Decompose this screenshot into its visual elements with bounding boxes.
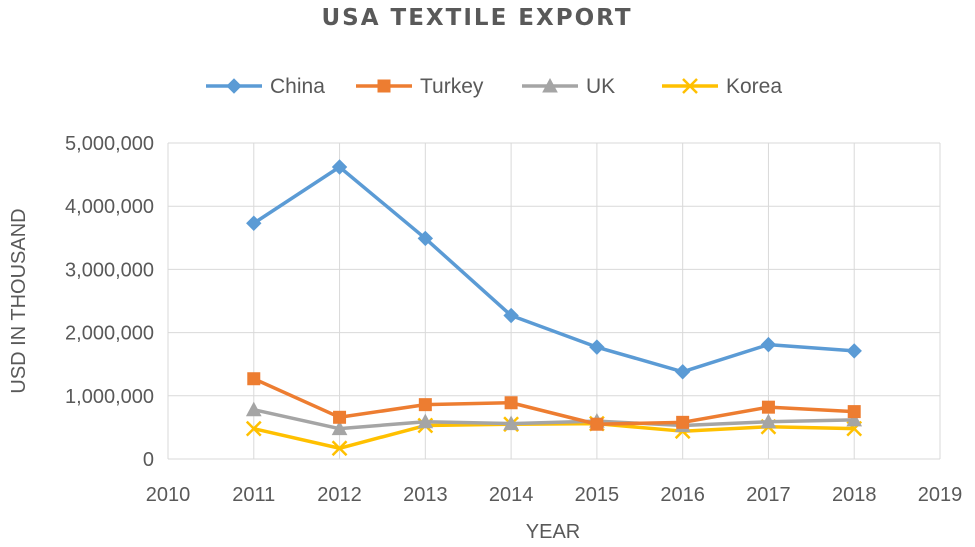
- china-point: [503, 307, 519, 324]
- series-turkey: [247, 372, 861, 431]
- legend: China Turkey UK Korea: [206, 75, 782, 98]
- uk-point: [245, 401, 262, 417]
- y-tick-label: 3,000,000: [65, 259, 154, 281]
- y-tick-label: 0: [143, 449, 154, 471]
- uk-point: [331, 420, 348, 436]
- china-point: [246, 215, 262, 231]
- legend-marker-korea: [682, 78, 698, 94]
- china-point: [760, 336, 777, 353]
- legend-item-korea: Korea: [662, 75, 782, 98]
- y-tick-label: 1,000,000: [65, 386, 154, 408]
- y-tick-label: 5,000,000: [65, 133, 154, 155]
- x-tick-label: 2013: [403, 484, 448, 506]
- legend-marker-china: [226, 78, 242, 94]
- legend-label-korea: Korea: [726, 75, 782, 98]
- uk-point: [417, 413, 434, 429]
- x-tick-label: 2010: [146, 484, 191, 506]
- china-point: [846, 343, 862, 359]
- korea-point: [245, 420, 262, 437]
- legend-item-turkey: Turkey: [356, 75, 484, 98]
- x-tick-label: 2012: [317, 484, 362, 506]
- turkey-point: [590, 417, 604, 431]
- series-china: [246, 159, 862, 380]
- china-point: [674, 364, 691, 380]
- legend-label-turkey: Turkey: [420, 75, 484, 98]
- x-tick-label: 2011: [232, 484, 275, 506]
- turkey-point: [676, 415, 690, 429]
- legend-label-uk: UK: [586, 75, 615, 98]
- turkey-point: [761, 400, 775, 414]
- china-point: [417, 230, 434, 247]
- x-tick-label: 2014: [489, 484, 534, 506]
- x-tick-label: 2017: [746, 484, 791, 506]
- china-line: [252, 165, 855, 374]
- y-tick-label: 2,000,000: [65, 323, 154, 345]
- korea-point: [331, 440, 348, 457]
- uk-point: [760, 413, 777, 429]
- uk-point: [503, 415, 519, 431]
- turkey-point: [247, 372, 261, 386]
- uk-line: [253, 407, 855, 431]
- series-lines: [245, 159, 863, 457]
- chart-title: USA TEXTILE EXPORT: [321, 5, 632, 31]
- x-tick-label: 2015: [575, 484, 620, 506]
- x-tick-label: 2019: [918, 484, 963, 506]
- china-point: [331, 159, 348, 175]
- turkey-point: [418, 398, 432, 412]
- y-axis-title: USD IN THOUSAND: [8, 208, 30, 393]
- legend-marker-uk: [542, 77, 558, 93]
- x-axis-title: YEAR: [526, 521, 580, 543]
- legend-marker-turkey: [377, 79, 391, 93]
- legend-item-china: China: [206, 75, 325, 98]
- y-tick-label: 4,000,000: [65, 196, 154, 218]
- turkey-line: [253, 377, 855, 426]
- x-tick-label: 2016: [660, 484, 705, 506]
- axes: 0 1,000,000 2,000,000 3,000,000 4,000,000 5,0…: [65, 133, 962, 506]
- turkey-point: [847, 405, 861, 419]
- turkey-point: [504, 396, 518, 410]
- china-point: [589, 339, 605, 355]
- legend-item-uk: UK: [522, 75, 615, 98]
- x-tick-label: 2018: [832, 484, 877, 506]
- uk-point: [846, 411, 863, 427]
- legend-label-china: China: [270, 75, 325, 98]
- turkey-point: [333, 410, 347, 424]
